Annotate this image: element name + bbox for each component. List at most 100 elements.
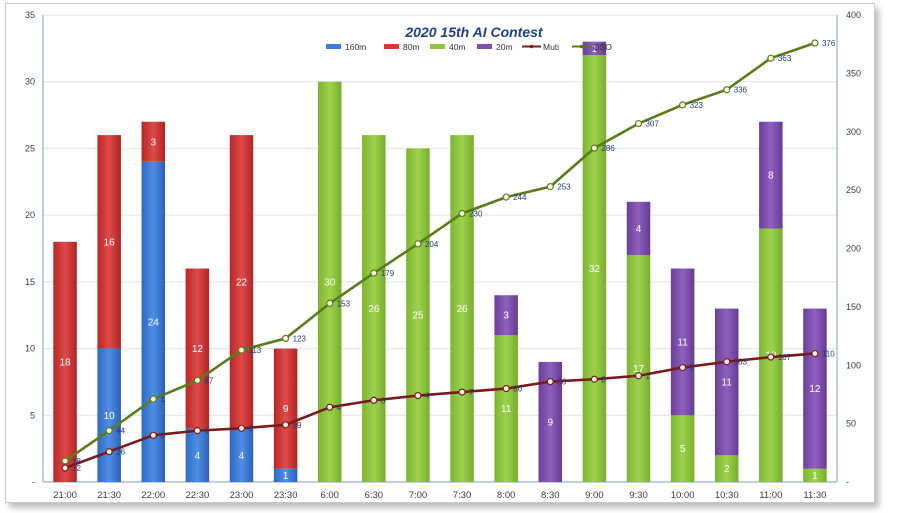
point-QSO (546, 183, 554, 191)
point-label-QSO: 286 (601, 144, 615, 153)
point-label-Muti: 103 (734, 358, 748, 367)
point-label-Muti: 8 (690, 364, 695, 373)
y-tick-label: 15 (25, 277, 35, 287)
point-label-Muti: 0 (381, 396, 386, 405)
legend: 160m 80m 40m 20m Muti QSO (326, 42, 612, 52)
legend-swatch-160m (326, 44, 341, 49)
point-Muti (723, 358, 731, 366)
y-tick-label: 25 (25, 143, 35, 153)
bar-20m (759, 121, 783, 229)
point-QSO (326, 299, 334, 307)
bar-40m (362, 135, 386, 483)
point-label-QSO: 307 (646, 120, 660, 129)
bar-value-label: 11 (501, 404, 512, 415)
legend-label-160m: 160m (345, 42, 366, 52)
bar-20m (670, 268, 695, 416)
bar-value-label: 32 (589, 264, 601, 275)
bar-value-label: 4 (636, 224, 642, 235)
gridlines (43, 14, 837, 483)
point-label-Muti: 7 (469, 388, 474, 397)
bar-80m (53, 241, 77, 482)
bar-160m (229, 428, 254, 482)
bar-40m (626, 255, 651, 482)
point-QSO (237, 346, 246, 354)
point-label-Muti: 4 (425, 392, 430, 401)
bar-40m (450, 135, 474, 483)
bar-40m (714, 455, 739, 482)
bar-value-label: 3 (150, 137, 156, 148)
legend-label-QSO: QSO (593, 42, 612, 52)
y2-tick-label: 300 (846, 127, 861, 137)
point-label-Muti: 12 (72, 464, 81, 473)
point-label-Muti: 107 (778, 353, 792, 362)
x-tick-label: 22:30 (185, 490, 209, 501)
point-QSO (414, 240, 422, 248)
y-tick-label: 35 (25, 10, 35, 20)
point-label-QSO: 123 (293, 334, 307, 343)
bar-40m (803, 468, 827, 482)
bar-value-label: 9 (547, 417, 553, 428)
y-tick-label: 30 (25, 77, 35, 87)
bar-20m (582, 41, 607, 56)
point-label-QSO: 44 (116, 427, 125, 436)
x-tick-label: 22:00 (141, 490, 165, 501)
point-Muti (149, 431, 157, 439)
bar-value-label: 26 (368, 304, 380, 315)
point-Muti (193, 427, 201, 435)
axes: -5101520253035-5010015020025030035040021… (25, 10, 861, 501)
bar-value-label: 8 (768, 171, 774, 182)
legend-swatch-20m (477, 44, 492, 49)
point-Muti (326, 403, 334, 411)
bar-value-label: 22 (236, 277, 248, 288)
point-Muti (502, 385, 510, 393)
bar-20m (714, 308, 739, 456)
bar-40m (670, 415, 695, 482)
bar-20m (538, 361, 563, 482)
bar-40m (406, 148, 430, 482)
y2-tick-label: - (846, 477, 849, 487)
point-label-QSO: 153 (337, 299, 351, 308)
point-QSO (105, 427, 113, 435)
bar-value-label: 11 (677, 337, 688, 348)
point-QSO (282, 334, 290, 342)
y2-tick-label: 400 (846, 10, 861, 20)
bar-value-label: 30 (324, 277, 336, 288)
x-tick-label: 10:30 (715, 490, 739, 501)
y2-tick-label: 50 (846, 419, 856, 429)
bar-40m (317, 81, 342, 482)
point-label-QSO: 1 (160, 395, 165, 404)
x-tick-label: 8:00 (497, 490, 516, 501)
point-label-Muti: 1 (204, 427, 209, 436)
bar-value-label: 3 (503, 311, 509, 322)
point-QSO (502, 193, 510, 201)
bar-value-label: 16 (104, 237, 116, 248)
bar-value-label: 5 (680, 444, 686, 455)
point-Muti (105, 448, 113, 456)
y-tick-label: - (32, 477, 35, 487)
point-label-QSO: 87 (204, 376, 213, 385)
y2-tick-label: 200 (846, 244, 861, 254)
point-Muti (546, 377, 554, 386)
point-Muti (237, 424, 246, 432)
point-label-Muti: 1 (646, 372, 651, 381)
point-QSO (370, 269, 378, 277)
bar-value-label: 2 (724, 464, 730, 475)
bar-value-label: 25 (412, 311, 424, 322)
line-Muti (64, 352, 816, 470)
bar-value-label: 1 (592, 44, 598, 55)
point-Muti (811, 349, 819, 358)
point-label-Muti: 26 (116, 448, 125, 457)
x-tick-label: 10:00 (671, 490, 695, 501)
bar-80m (185, 268, 210, 429)
point-Muti (679, 363, 687, 372)
bar-160m (273, 468, 298, 482)
bar-value-label: 4 (195, 451, 201, 462)
bar-40m (494, 335, 518, 482)
legend-swatch-80m (384, 44, 399, 49)
point-label-Muti: 0 (160, 431, 165, 440)
bar-series: 1810162434124221930262526113932117451121… (53, 41, 827, 483)
point-QSO (767, 54, 775, 62)
point-Muti (61, 464, 69, 472)
point-Muti (590, 375, 598, 383)
